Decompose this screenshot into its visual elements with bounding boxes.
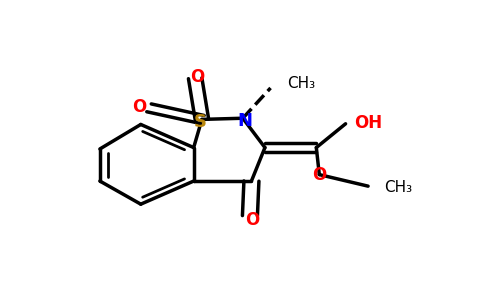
Text: CH₃: CH₃ xyxy=(384,180,412,195)
Text: O: O xyxy=(133,98,147,116)
Text: O: O xyxy=(190,68,204,86)
Text: O: O xyxy=(245,211,259,229)
Text: O: O xyxy=(312,166,326,184)
Text: S: S xyxy=(194,113,207,131)
Text: CH₃: CH₃ xyxy=(287,76,316,91)
Text: OH: OH xyxy=(354,114,382,132)
Text: N: N xyxy=(237,112,252,130)
